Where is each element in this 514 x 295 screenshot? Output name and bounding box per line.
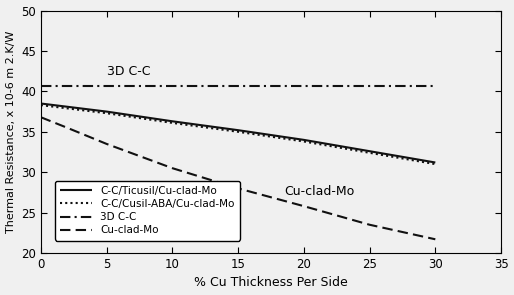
C-C/Ticusil/Cu-clad-Mo bbox=[366, 150, 373, 153]
C-C/Ticusil/Cu-clad-Mo bbox=[235, 128, 241, 132]
Cu-clad-Mo bbox=[38, 115, 44, 119]
Cu-clad-Mo bbox=[301, 204, 307, 208]
C-C/Cusil-ABA/Cu-clad-Mo bbox=[103, 112, 109, 115]
C-C/Cusil-ABA/Cu-clad-Mo bbox=[64, 106, 70, 110]
Cu-clad-Mo bbox=[235, 187, 241, 190]
Line: C-C/Ticusil/Cu-clad-Mo: C-C/Ticusil/Cu-clad-Mo bbox=[41, 104, 435, 163]
C-C/Ticusil/Cu-clad-Mo bbox=[301, 138, 307, 142]
Cu-clad-Mo bbox=[366, 223, 373, 227]
Line: C-C/Cusil-ABA/Cu-clad-Mo: C-C/Cusil-ABA/Cu-clad-Mo bbox=[41, 105, 435, 164]
C-C/Cusil-ABA/Cu-clad-Mo bbox=[38, 103, 44, 107]
Legend: C-C/Ticusil/Cu-clad-Mo, C-C/Cusil-ABA/Cu-clad-Mo, 3D C-C, Cu-clad-Mo: C-C/Ticusil/Cu-clad-Mo, C-C/Cusil-ABA/Cu… bbox=[56, 181, 240, 240]
C-C/Ticusil/Cu-clad-Mo bbox=[64, 105, 70, 109]
Line: Cu-clad-Mo: Cu-clad-Mo bbox=[41, 117, 435, 239]
C-C/Cusil-ABA/Cu-clad-Mo bbox=[235, 130, 241, 134]
C-C/Ticusil/Cu-clad-Mo bbox=[432, 161, 438, 164]
Cu-clad-Mo bbox=[169, 166, 175, 170]
Y-axis label: Thermal Resistance, x 10-6 m 2.K/W: Thermal Resistance, x 10-6 m 2.K/W bbox=[6, 31, 15, 233]
C-C/Cusil-ABA/Cu-clad-Mo bbox=[366, 151, 373, 155]
C-C/Ticusil/Cu-clad-Mo bbox=[103, 110, 109, 113]
C-C/Ticusil/Cu-clad-Mo bbox=[169, 119, 175, 123]
C-C/Cusil-ABA/Cu-clad-Mo bbox=[301, 140, 307, 143]
X-axis label: % Cu Thickness Per Side: % Cu Thickness Per Side bbox=[194, 276, 348, 289]
C-C/Cusil-ABA/Cu-clad-Mo bbox=[169, 121, 175, 125]
Text: 3D C-C: 3D C-C bbox=[106, 65, 150, 78]
C-C/Ticusil/Cu-clad-Mo bbox=[38, 102, 44, 105]
Text: Cu-clad-Mo: Cu-clad-Mo bbox=[284, 185, 354, 198]
Cu-clad-Mo bbox=[432, 237, 438, 241]
C-C/Cusil-ABA/Cu-clad-Mo bbox=[432, 162, 438, 166]
Cu-clad-Mo bbox=[103, 142, 109, 146]
Cu-clad-Mo bbox=[64, 126, 70, 130]
